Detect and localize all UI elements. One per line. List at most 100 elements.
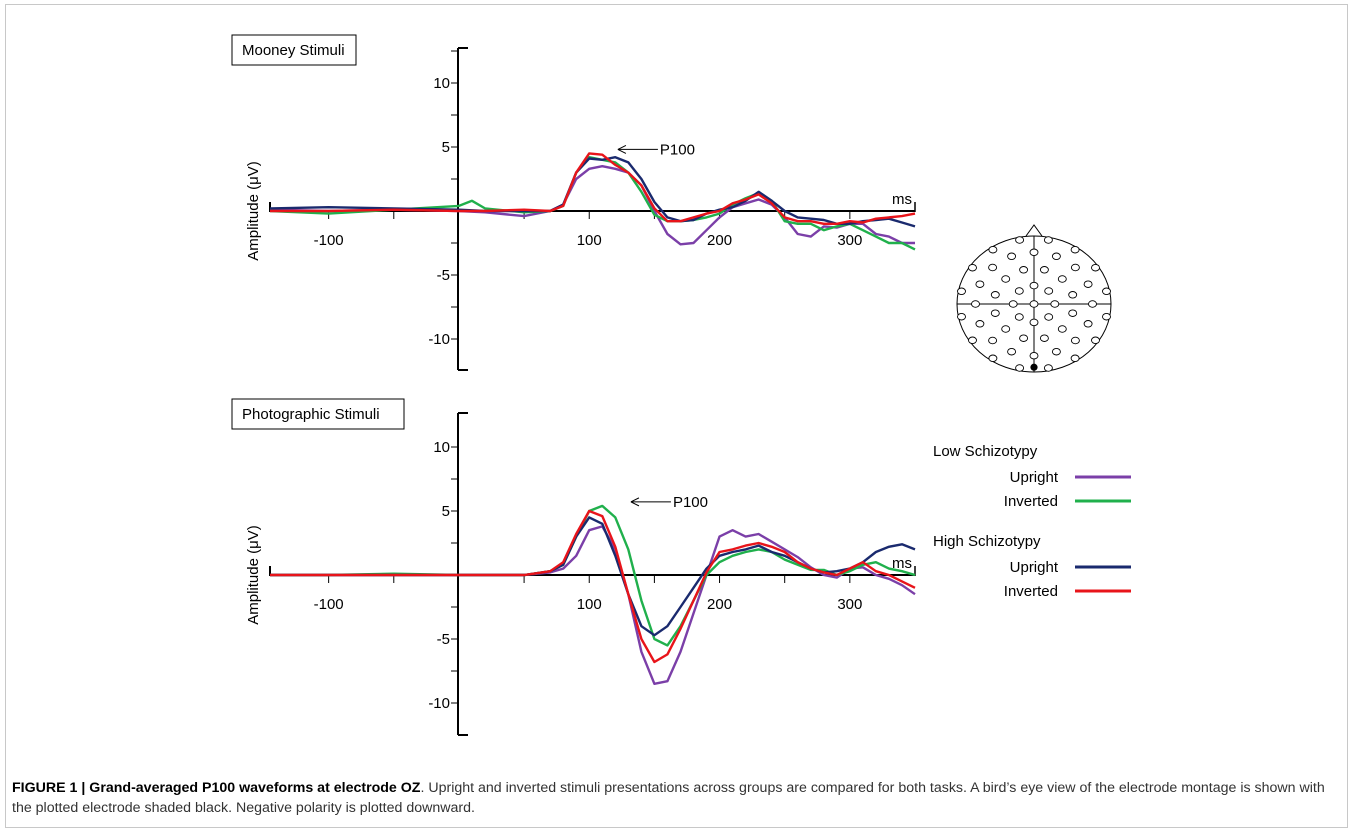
y-tick-label: 5	[442, 503, 450, 520]
x-tick-label: 100	[577, 232, 602, 249]
electrode	[1039, 334, 1049, 342]
electrode	[1070, 336, 1080, 345]
electrode	[1044, 287, 1054, 295]
electrode	[1001, 325, 1011, 333]
electrode	[1068, 309, 1078, 317]
electrode	[1029, 248, 1039, 257]
electrode	[968, 263, 977, 272]
y-tick-label: -5	[437, 267, 450, 284]
x-unit-label: ms	[892, 191, 912, 208]
chart-title: Photographic Stimuli	[242, 406, 380, 423]
chart-title: Mooney Stimuli	[242, 42, 345, 59]
y-tick-label: -5	[437, 631, 450, 648]
annotation-arrow-head	[630, 497, 640, 507]
y-axis-label: Amplitude (μV)	[245, 525, 262, 625]
electrode-montage	[956, 224, 1112, 373]
caption-text: . Upright and inverted stimuli presentat…	[12, 780, 1325, 816]
electrode	[1015, 364, 1025, 372]
electrode	[1001, 275, 1011, 283]
series-line-high-schizotypy-upright	[270, 516, 916, 637]
figure-caption: FIGURE 1 | Grand-averaged P100 waveforms…	[12, 778, 1337, 818]
electrode	[1019, 266, 1029, 274]
electrode	[1029, 318, 1039, 327]
caption-bold: FIGURE 1 | Grand-averaged P100 waveforms…	[12, 780, 421, 796]
electrode	[1070, 263, 1080, 272]
legend-item-label: Inverted	[1004, 493, 1058, 510]
electrode	[1091, 336, 1100, 345]
electrode	[968, 336, 977, 345]
electrode	[1015, 236, 1025, 244]
annotation-p100: P100	[673, 494, 708, 511]
chart-title-box	[231, 398, 405, 430]
figure-frame	[5, 4, 1348, 828]
y-axis-label: Amplitude (μV)	[245, 161, 262, 261]
electrode	[1091, 263, 1100, 272]
y-tick-label: 5	[442, 139, 450, 156]
electrode	[1070, 354, 1080, 363]
y-tick-label: -10	[428, 331, 450, 348]
chart-panels: Mooney Stimuli 10 5 -5 -10 Amplitude (μV) -100…	[231, 34, 916, 736]
electrode	[1043, 236, 1053, 244]
electrode	[1039, 266, 1049, 274]
chart-panel-2: Photographic Stimuli 10 5 -5 -10 Amplitude (μ…	[231, 398, 916, 736]
annotation-p100: P100	[660, 141, 695, 158]
legend-item-label: Upright	[1010, 469, 1059, 486]
electrode	[1083, 280, 1093, 288]
legend: Low Schizotypy Upright Inverted High Schizo…	[933, 443, 1131, 600]
series-line-high-schizotypy-inverted	[270, 152, 916, 225]
electrode	[1029, 300, 1039, 308]
electrode	[988, 245, 998, 254]
electrode	[1044, 313, 1054, 321]
legend-group-title: High Schizotypy	[933, 533, 1041, 550]
electrode	[1043, 364, 1053, 372]
y-tick-label: 10	[433, 439, 450, 456]
electrode	[988, 354, 998, 363]
electrode	[988, 263, 998, 272]
electrode	[1008, 300, 1018, 308]
electrode	[1057, 325, 1067, 333]
x-tick-label: 300	[837, 232, 862, 249]
electrode-oz-highlighted	[1030, 363, 1038, 371]
y-tick-label: -10	[428, 695, 450, 712]
electrode	[1007, 252, 1017, 261]
electrode	[1007, 347, 1017, 356]
electrode	[1019, 334, 1029, 342]
legend-item-label: Upright	[1010, 559, 1059, 576]
electrode	[1057, 275, 1067, 283]
chart-title-box	[231, 34, 357, 66]
electrode	[1014, 287, 1024, 295]
electrode	[1083, 320, 1093, 328]
electrode	[1102, 287, 1111, 296]
electrode	[1029, 351, 1039, 360]
legend-item-label: Inverted	[1004, 583, 1058, 600]
electrode	[1088, 300, 1097, 308]
chart-panel-1: Mooney Stimuli 10 5 -5 -10 Amplitude (μV) -100…	[231, 34, 916, 371]
electrode	[988, 336, 998, 345]
x-tick-label: -100	[314, 596, 344, 613]
series-line-high-schizotypy-inverted	[270, 509, 916, 664]
electrode	[1051, 252, 1061, 261]
electrode	[1051, 347, 1061, 356]
electrode	[1050, 300, 1060, 308]
x-tick-label: 200	[707, 232, 732, 249]
legend-group-title: Low Schizotypy	[933, 443, 1038, 460]
electrode	[1070, 245, 1080, 254]
electrode	[957, 287, 966, 296]
x-tick-label: -100	[314, 232, 344, 249]
electrode	[975, 280, 985, 288]
x-unit-label: ms	[892, 555, 912, 572]
electrode	[990, 291, 1000, 299]
x-tick-label: 100	[577, 596, 602, 613]
x-tick-label: 200	[707, 596, 732, 613]
electrode	[975, 320, 985, 328]
electrode	[1102, 312, 1111, 321]
annotation-arrow-head	[617, 144, 627, 154]
electrode	[971, 300, 980, 308]
electrode	[1068, 291, 1078, 299]
electrode	[990, 309, 1000, 317]
x-tick-label: 300	[837, 596, 862, 613]
electrode	[957, 312, 966, 321]
y-tick-label: 10	[433, 75, 450, 92]
electrode	[1014, 313, 1024, 321]
